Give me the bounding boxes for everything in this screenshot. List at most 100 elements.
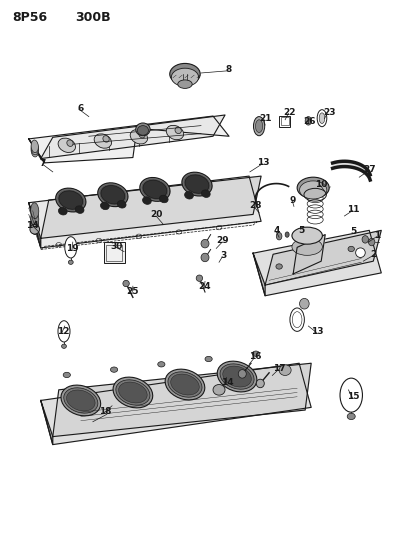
Text: 22: 22 (282, 108, 295, 117)
Ellipse shape (299, 181, 326, 199)
Text: 9: 9 (289, 196, 296, 205)
Ellipse shape (58, 207, 67, 215)
Ellipse shape (113, 377, 152, 408)
Ellipse shape (61, 344, 66, 349)
Ellipse shape (97, 183, 128, 207)
Bar (278, 116, 290, 127)
Ellipse shape (58, 321, 70, 342)
Polygon shape (41, 364, 310, 445)
Text: 14: 14 (220, 378, 233, 387)
Ellipse shape (289, 308, 304, 332)
Bar (106, 245, 122, 261)
Ellipse shape (118, 382, 147, 403)
Polygon shape (28, 176, 260, 248)
Ellipse shape (222, 366, 251, 387)
Text: 25: 25 (126, 287, 139, 296)
Ellipse shape (169, 63, 200, 85)
Text: 300B: 300B (75, 11, 110, 25)
Ellipse shape (137, 126, 148, 135)
Ellipse shape (368, 238, 374, 246)
Ellipse shape (59, 191, 83, 209)
Bar (280, 117, 288, 125)
Ellipse shape (299, 298, 308, 309)
Ellipse shape (63, 372, 70, 377)
Polygon shape (41, 176, 260, 238)
Ellipse shape (31, 142, 38, 155)
Ellipse shape (361, 236, 368, 243)
Ellipse shape (103, 136, 109, 142)
Ellipse shape (30, 219, 38, 235)
Ellipse shape (291, 238, 322, 255)
Text: 27: 27 (362, 165, 375, 174)
Ellipse shape (275, 264, 282, 269)
Text: 18: 18 (98, 407, 111, 416)
Polygon shape (28, 139, 45, 163)
Ellipse shape (100, 202, 109, 209)
Ellipse shape (65, 237, 77, 258)
Ellipse shape (30, 224, 39, 234)
Text: 16: 16 (248, 352, 261, 361)
Polygon shape (53, 364, 310, 437)
Text: 8: 8 (225, 66, 232, 74)
Text: 10: 10 (314, 180, 326, 189)
Ellipse shape (58, 138, 75, 152)
Ellipse shape (143, 180, 166, 199)
Polygon shape (28, 203, 41, 248)
Ellipse shape (219, 364, 253, 389)
Ellipse shape (205, 357, 212, 362)
Ellipse shape (136, 123, 150, 136)
Text: 19: 19 (66, 245, 79, 254)
Ellipse shape (184, 191, 193, 199)
Text: 20: 20 (150, 211, 163, 220)
Text: 8P56: 8P56 (13, 11, 48, 25)
Ellipse shape (275, 232, 281, 240)
Text: 1: 1 (373, 231, 379, 240)
Ellipse shape (184, 175, 209, 193)
Ellipse shape (177, 80, 192, 88)
Text: 4: 4 (273, 227, 279, 236)
Polygon shape (41, 400, 53, 445)
Ellipse shape (31, 140, 38, 152)
Ellipse shape (181, 172, 212, 196)
Text: 11: 11 (346, 205, 358, 214)
Text: 2: 2 (369, 251, 375, 260)
Ellipse shape (139, 132, 145, 138)
Ellipse shape (130, 130, 147, 144)
Ellipse shape (55, 188, 86, 212)
Ellipse shape (67, 390, 95, 411)
Polygon shape (253, 230, 380, 296)
Ellipse shape (217, 361, 256, 392)
Ellipse shape (170, 374, 199, 395)
Text: 28: 28 (248, 201, 261, 211)
Ellipse shape (200, 253, 209, 262)
Polygon shape (28, 116, 229, 163)
Ellipse shape (238, 369, 246, 378)
Text: 21: 21 (258, 114, 271, 123)
Text: 13: 13 (310, 327, 323, 336)
Text: 5: 5 (297, 227, 304, 236)
Ellipse shape (157, 362, 164, 367)
Text: 17: 17 (272, 364, 285, 373)
Polygon shape (41, 115, 225, 159)
Ellipse shape (110, 367, 117, 372)
Ellipse shape (101, 185, 124, 204)
Ellipse shape (140, 177, 170, 201)
Text: 24: 24 (198, 282, 211, 291)
Ellipse shape (67, 140, 73, 147)
Ellipse shape (256, 379, 263, 387)
Ellipse shape (253, 117, 264, 136)
Text: 5: 5 (349, 228, 355, 237)
Text: 6: 6 (77, 103, 84, 112)
Ellipse shape (296, 177, 328, 198)
Text: 29: 29 (216, 237, 229, 246)
Ellipse shape (117, 200, 126, 208)
Text: 7: 7 (39, 159, 46, 168)
Text: 23: 23 (322, 108, 334, 117)
Polygon shape (41, 222, 257, 249)
Ellipse shape (171, 68, 198, 86)
Ellipse shape (68, 260, 73, 264)
Ellipse shape (252, 351, 259, 357)
Text: 30: 30 (110, 242, 123, 251)
Ellipse shape (64, 388, 97, 413)
Polygon shape (292, 235, 324, 274)
